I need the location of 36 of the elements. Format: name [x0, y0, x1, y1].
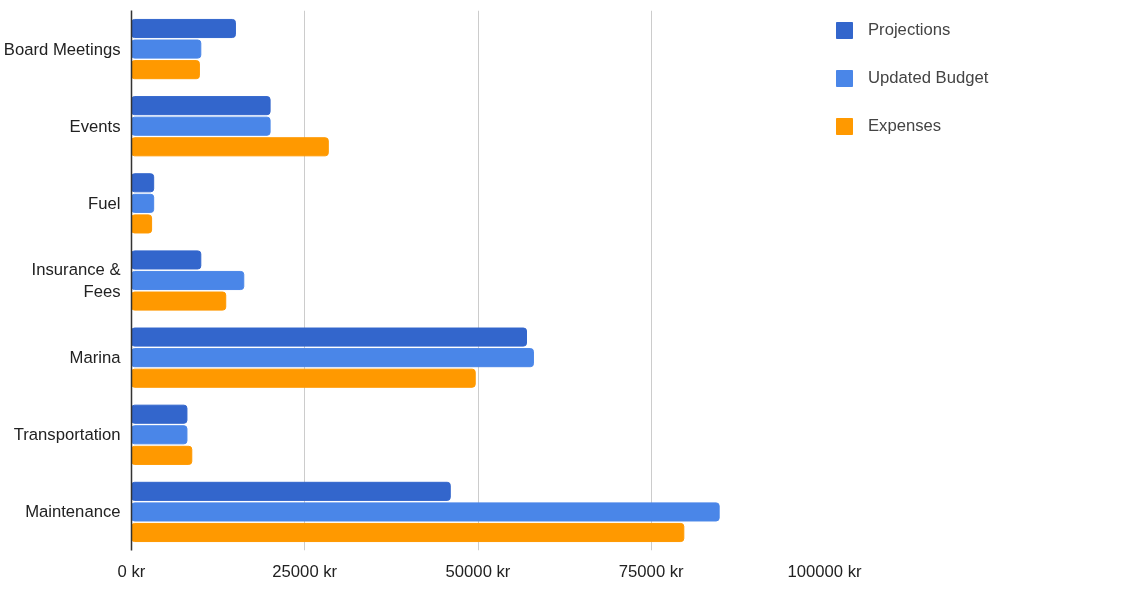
y-tick-label: Fuel: [88, 193, 121, 213]
y-tick-label: Insurance & Fees: [31, 259, 121, 302]
bar: [131, 96, 271, 116]
bar: [131, 445, 193, 465]
bar: [131, 348, 534, 368]
bar: [131, 137, 329, 157]
x-tick-label: 25000 kr: [272, 561, 338, 581]
bar: [131, 60, 200, 80]
bar: [131, 291, 227, 311]
x-tick-label: 100000 kr: [787, 561, 862, 581]
y-tick-label: Events: [69, 116, 121, 136]
x-tick-label: 0 kr: [117, 561, 146, 581]
y-tick-label: Board Meetings: [3, 39, 121, 59]
legend-label: Expenses: [868, 116, 942, 136]
bar: [131, 404, 188, 424]
bar: [131, 116, 271, 136]
bar: [131, 193, 155, 213]
bar: [131, 481, 451, 501]
bar: [131, 270, 245, 291]
y-tick-label: Maintenance: [25, 502, 121, 522]
bar: [131, 522, 685, 543]
y-tick-label: Transportation: [13, 425, 121, 445]
bar: [131, 214, 153, 234]
x-tick-label: 75000 kr: [618, 561, 685, 581]
bar: [131, 425, 188, 445]
bar: [131, 502, 720, 522]
bar: [131, 368, 476, 388]
x-tick-label: 50000 kr: [445, 561, 511, 581]
bar: [131, 327, 528, 347]
y-tick-label: Marina: [69, 348, 122, 368]
bar: [131, 18, 236, 39]
bar: [131, 173, 155, 193]
legend-label: Updated Budget: [868, 68, 989, 88]
bar: [131, 250, 202, 270]
bar: [131, 39, 202, 59]
legend-label: Projections: [868, 20, 951, 40]
